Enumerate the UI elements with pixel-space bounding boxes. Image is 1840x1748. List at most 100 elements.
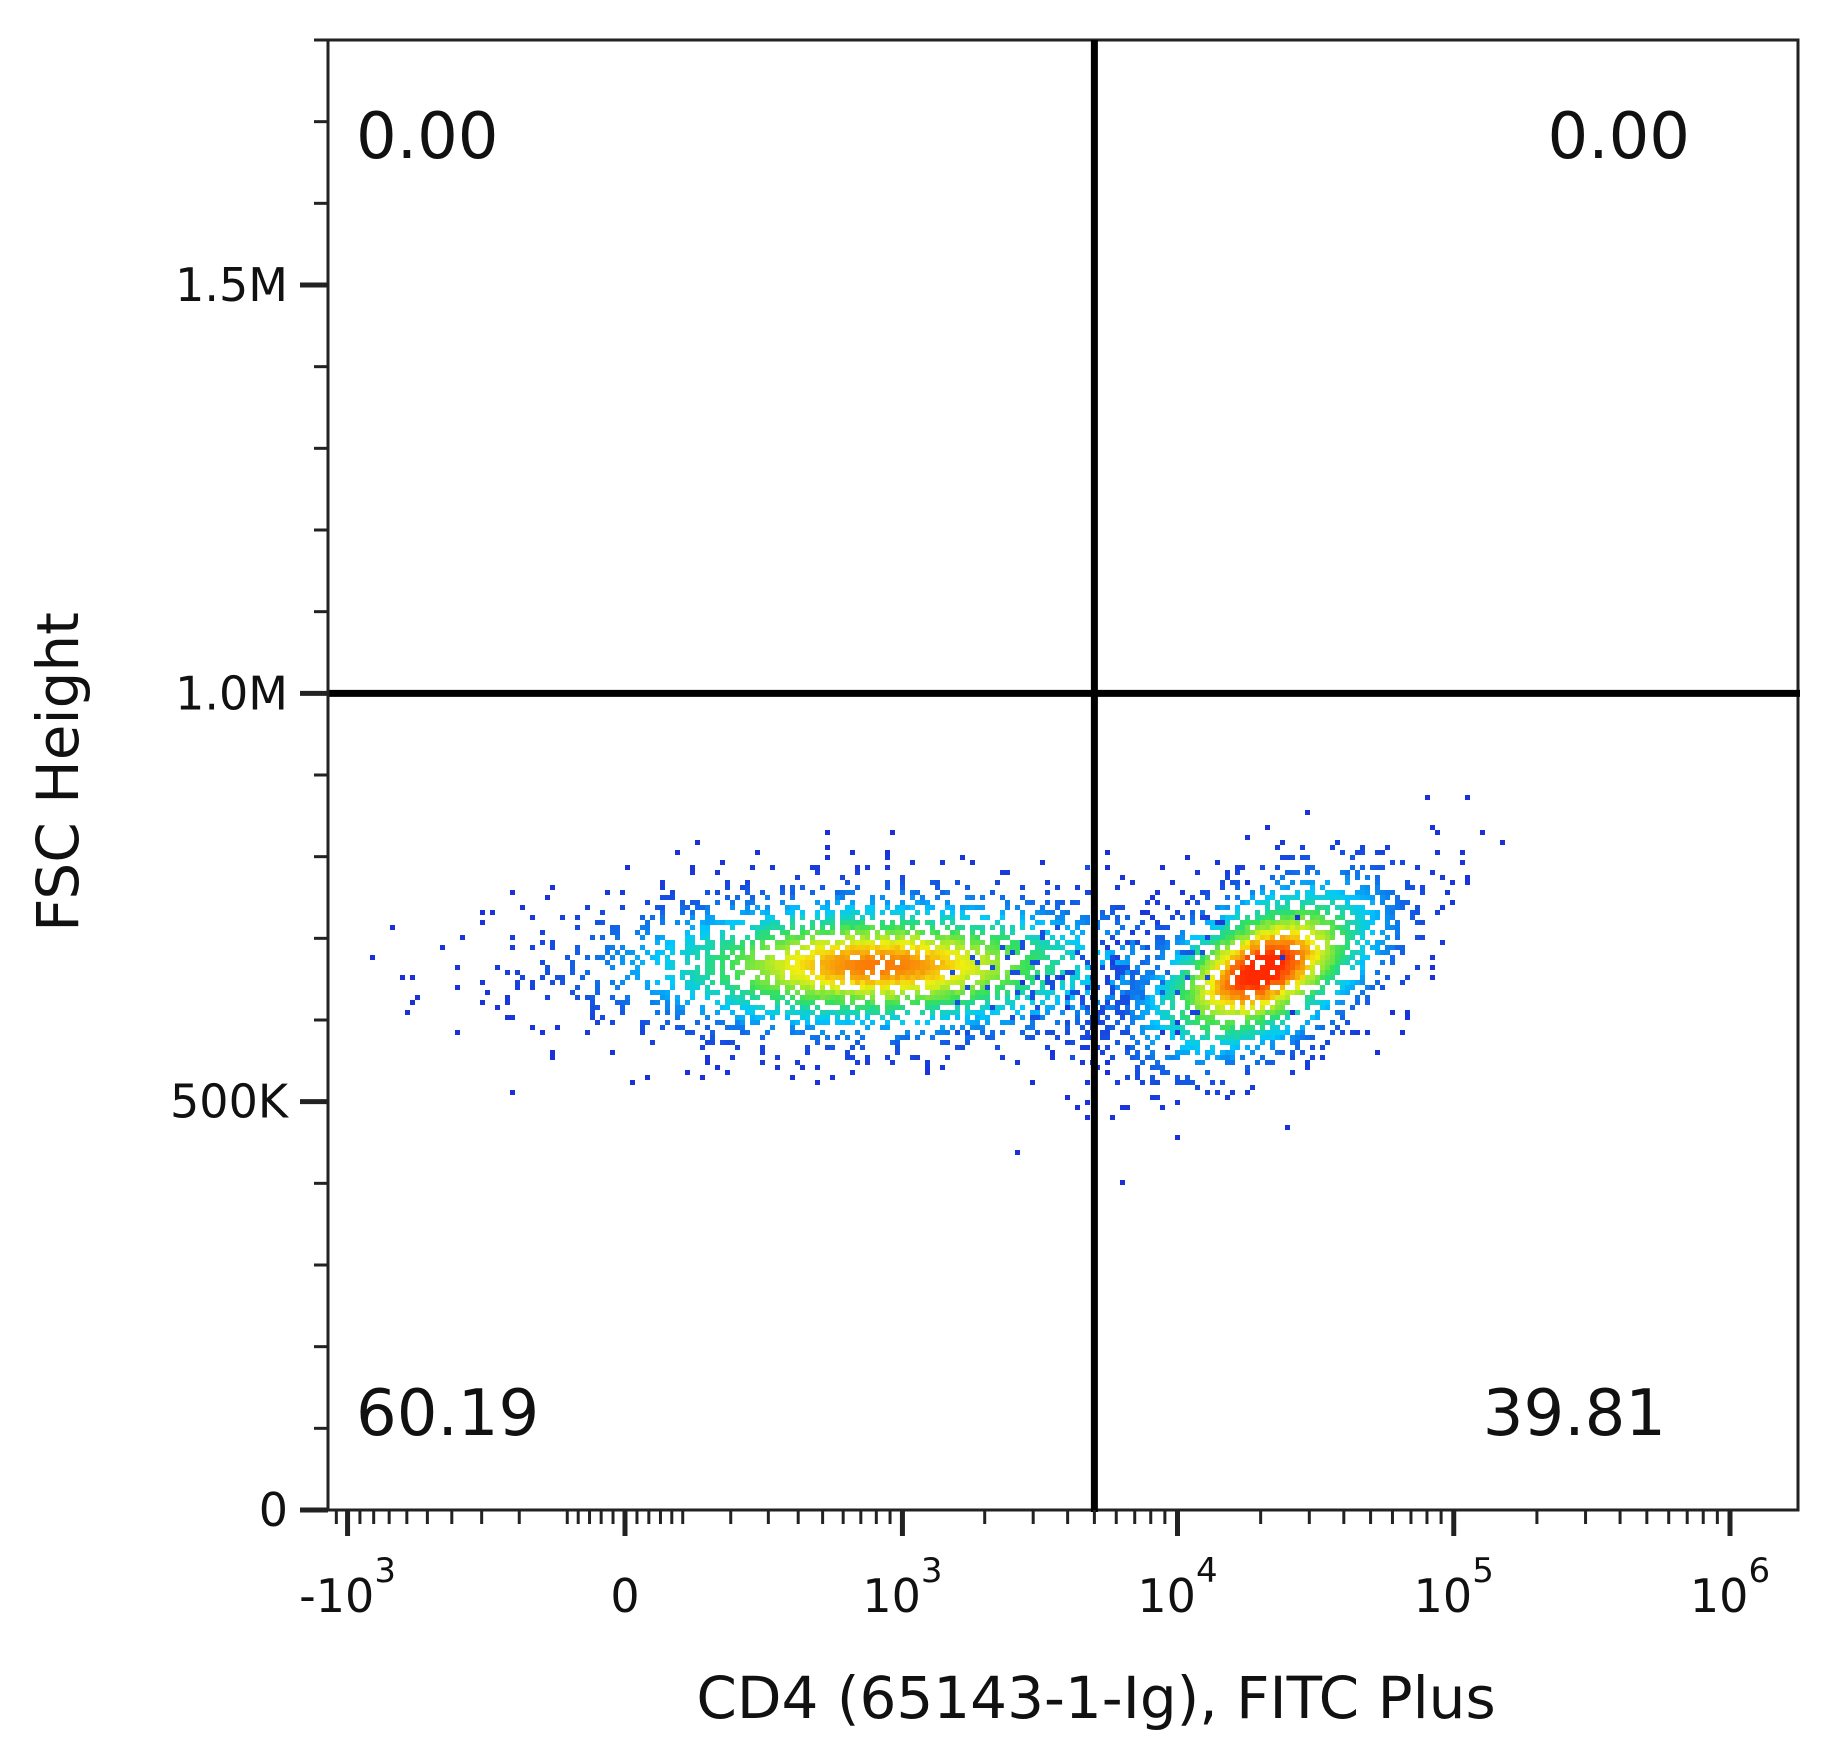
event-dot (940, 950, 945, 955)
event-dot (895, 930, 900, 935)
event-dot (800, 1000, 805, 1005)
event-dot (1190, 955, 1195, 960)
event-dot (1030, 965, 1035, 970)
event-dot (765, 930, 770, 935)
event-dot (1255, 955, 1260, 960)
event-dot (880, 895, 885, 900)
event-dot (955, 1000, 960, 1005)
event-dot (690, 1030, 695, 1035)
event-dot (1135, 1075, 1140, 1080)
event-dot (965, 915, 970, 920)
event-dot (1365, 1000, 1370, 1005)
event-dot (1170, 1055, 1175, 1060)
event-dot (1295, 930, 1300, 935)
event-dot (1000, 925, 1005, 930)
event-dot (590, 1015, 595, 1020)
event-dot (1255, 980, 1260, 985)
event-dot (1320, 950, 1325, 955)
event-dot (1160, 1015, 1165, 1020)
event-dot (1375, 950, 1380, 955)
event-dot (890, 990, 895, 995)
event-dot (1285, 920, 1290, 925)
event-dot (790, 985, 795, 990)
event-dot (1310, 880, 1315, 885)
event-dot (1185, 1045, 1190, 1050)
event-dot (950, 935, 955, 940)
event-dot (1260, 1055, 1265, 1060)
event-dot (665, 995, 670, 1000)
event-dot (930, 940, 935, 945)
event-dot (810, 935, 815, 940)
event-dot (1370, 910, 1375, 915)
event-dot (1155, 1095, 1160, 1100)
event-dot (1225, 965, 1230, 970)
event-dot (1255, 1010, 1260, 1015)
event-dot (1000, 935, 1005, 940)
event-dot (1200, 940, 1205, 945)
event-dot (910, 960, 915, 965)
event-dot (1135, 1040, 1140, 1045)
event-dot (910, 955, 915, 960)
event-dot (795, 975, 800, 980)
event-dot (855, 925, 860, 930)
event-dot (635, 965, 640, 970)
event-dot (1120, 1030, 1125, 1035)
event-dot (970, 985, 975, 990)
event-dot (1030, 940, 1035, 945)
event-dot (1060, 935, 1065, 940)
event-dot (625, 1000, 630, 1005)
event-dot (720, 920, 725, 925)
event-dot (690, 900, 695, 905)
event-dot (900, 970, 905, 975)
event-dot (820, 995, 825, 1000)
event-dot (855, 940, 860, 945)
event-dot (890, 940, 895, 945)
event-dot (1000, 980, 1005, 985)
event-dot (1205, 1025, 1210, 1030)
event-dot (1225, 950, 1230, 955)
event-dot (790, 1020, 795, 1025)
event-dot (1215, 935, 1220, 940)
event-dot (925, 1060, 930, 1065)
event-dot (810, 1010, 815, 1015)
event-dot (685, 1000, 690, 1005)
event-dot (1335, 915, 1340, 920)
event-dot (760, 1045, 765, 1050)
event-dot (1155, 1025, 1160, 1030)
event-dot (655, 1010, 660, 1015)
event-dot (1010, 930, 1015, 935)
event-dot (1275, 965, 1280, 970)
event-dot (1290, 915, 1295, 920)
event-dot (960, 990, 965, 995)
event-dot (1335, 970, 1340, 975)
event-dot (690, 995, 695, 1000)
event-dot (585, 905, 590, 910)
event-dot (1250, 1005, 1255, 1010)
event-dot (775, 1065, 780, 1070)
event-dot (885, 945, 890, 950)
event-dot (800, 955, 805, 960)
event-dot (890, 830, 895, 835)
event-dot (730, 995, 735, 1000)
event-dot (1210, 950, 1215, 955)
event-dot (1160, 950, 1165, 955)
event-dot (955, 995, 960, 1000)
event-dot (895, 1040, 900, 1045)
event-dot (675, 1000, 680, 1005)
event-dot (950, 1000, 955, 1005)
event-dot (865, 990, 870, 995)
event-dot (945, 935, 950, 940)
event-dot (1225, 930, 1230, 935)
event-dot (1225, 920, 1230, 925)
event-dot (745, 960, 750, 965)
event-dot (440, 945, 445, 950)
event-dot (1280, 940, 1285, 945)
event-dot (1285, 995, 1290, 1000)
event-dot (1210, 935, 1215, 940)
event-dot (1170, 1015, 1175, 1020)
event-dot (1015, 945, 1020, 950)
event-dot (550, 885, 555, 890)
event-dot (1215, 1090, 1220, 1095)
event-dot (835, 995, 840, 1000)
event-dot (1040, 920, 1045, 925)
